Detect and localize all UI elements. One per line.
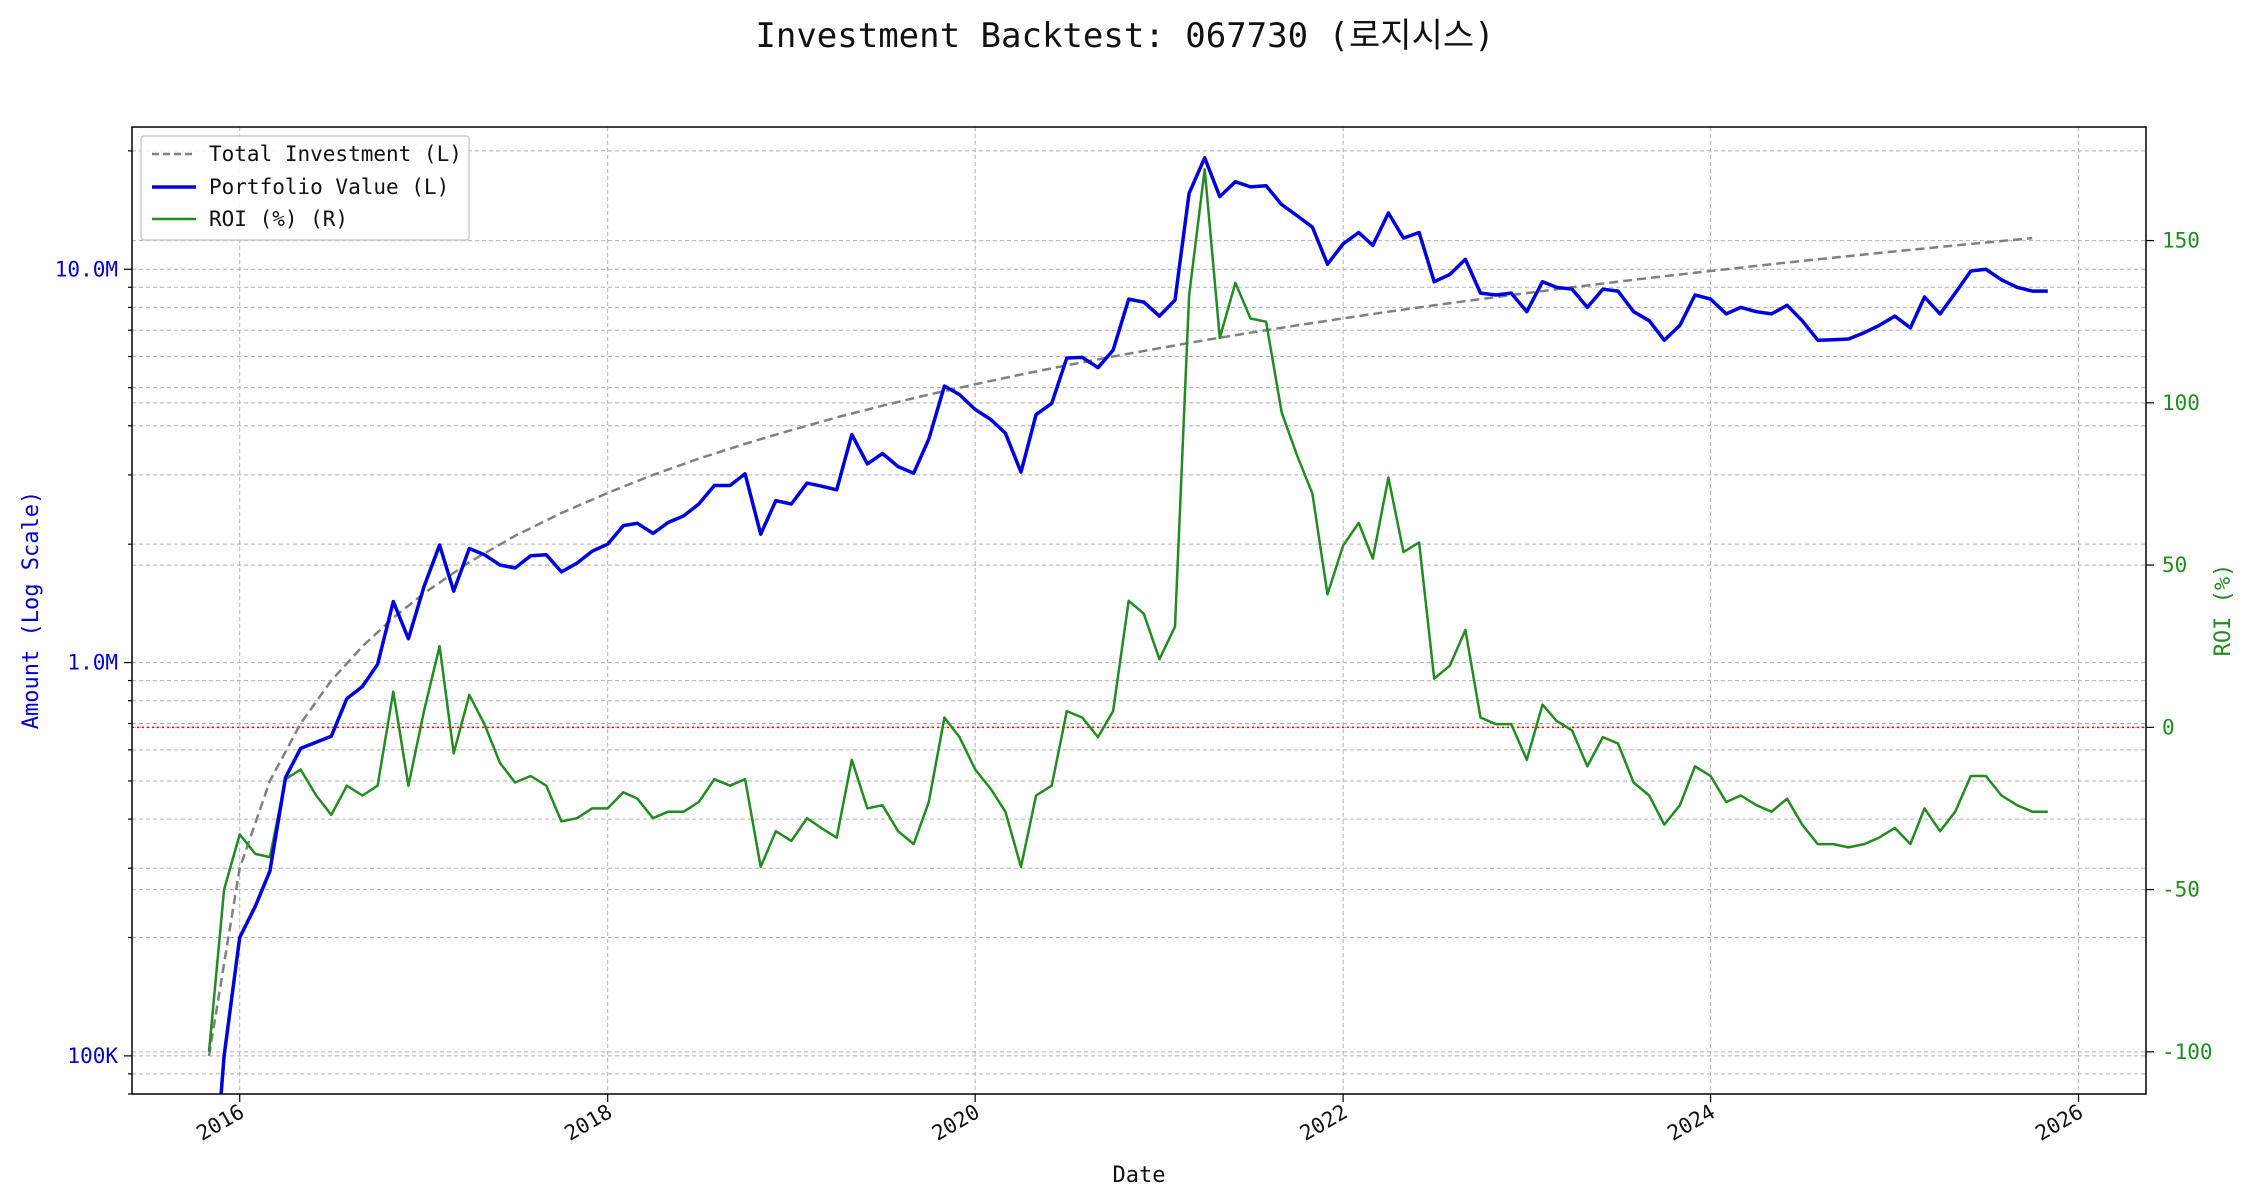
right-tick-label: 150 bbox=[2162, 229, 2200, 253]
plot-frame bbox=[131, 126, 2147, 1095]
left-axis-label: Amount (Log Scale) bbox=[19, 491, 44, 729]
series-lines bbox=[132, 156, 2146, 1095]
legend-label-portfolio-value: Portfolio Value (L) bbox=[209, 175, 449, 199]
right-tick-label: -100 bbox=[2162, 1040, 2213, 1064]
gridlines bbox=[132, 127, 2146, 1095]
portfolio-value-line bbox=[219, 156, 2048, 1095]
left-tick-label: 100K bbox=[67, 1044, 118, 1068]
right-axis-label: ROI (%) bbox=[2211, 564, 2236, 657]
legend: Total Investment (L) Portfolio Value (L)… bbox=[140, 135, 470, 241]
legend-box bbox=[140, 135, 470, 241]
right-tick-label: -50 bbox=[2162, 878, 2200, 902]
legend-label-total-investment: Total Investment (L) bbox=[209, 142, 462, 166]
total-investment-line bbox=[207, 236, 2033, 1057]
x-axis-label: Date bbox=[1113, 1163, 1166, 1188]
left-tick-label: 10.0M bbox=[55, 257, 118, 281]
right-tick-label: 0 bbox=[2162, 715, 2175, 739]
right-tick-label: 100 bbox=[2162, 391, 2200, 415]
left-tick-label: 1.0M bbox=[67, 651, 118, 675]
legend-label-roi: ROI (%) (R) bbox=[209, 207, 348, 231]
roi-line bbox=[207, 167, 2048, 1052]
right-tick-label: 50 bbox=[2162, 553, 2187, 577]
chart-title: Investment Backtest: 067730 (로지시스) bbox=[755, 16, 1494, 56]
